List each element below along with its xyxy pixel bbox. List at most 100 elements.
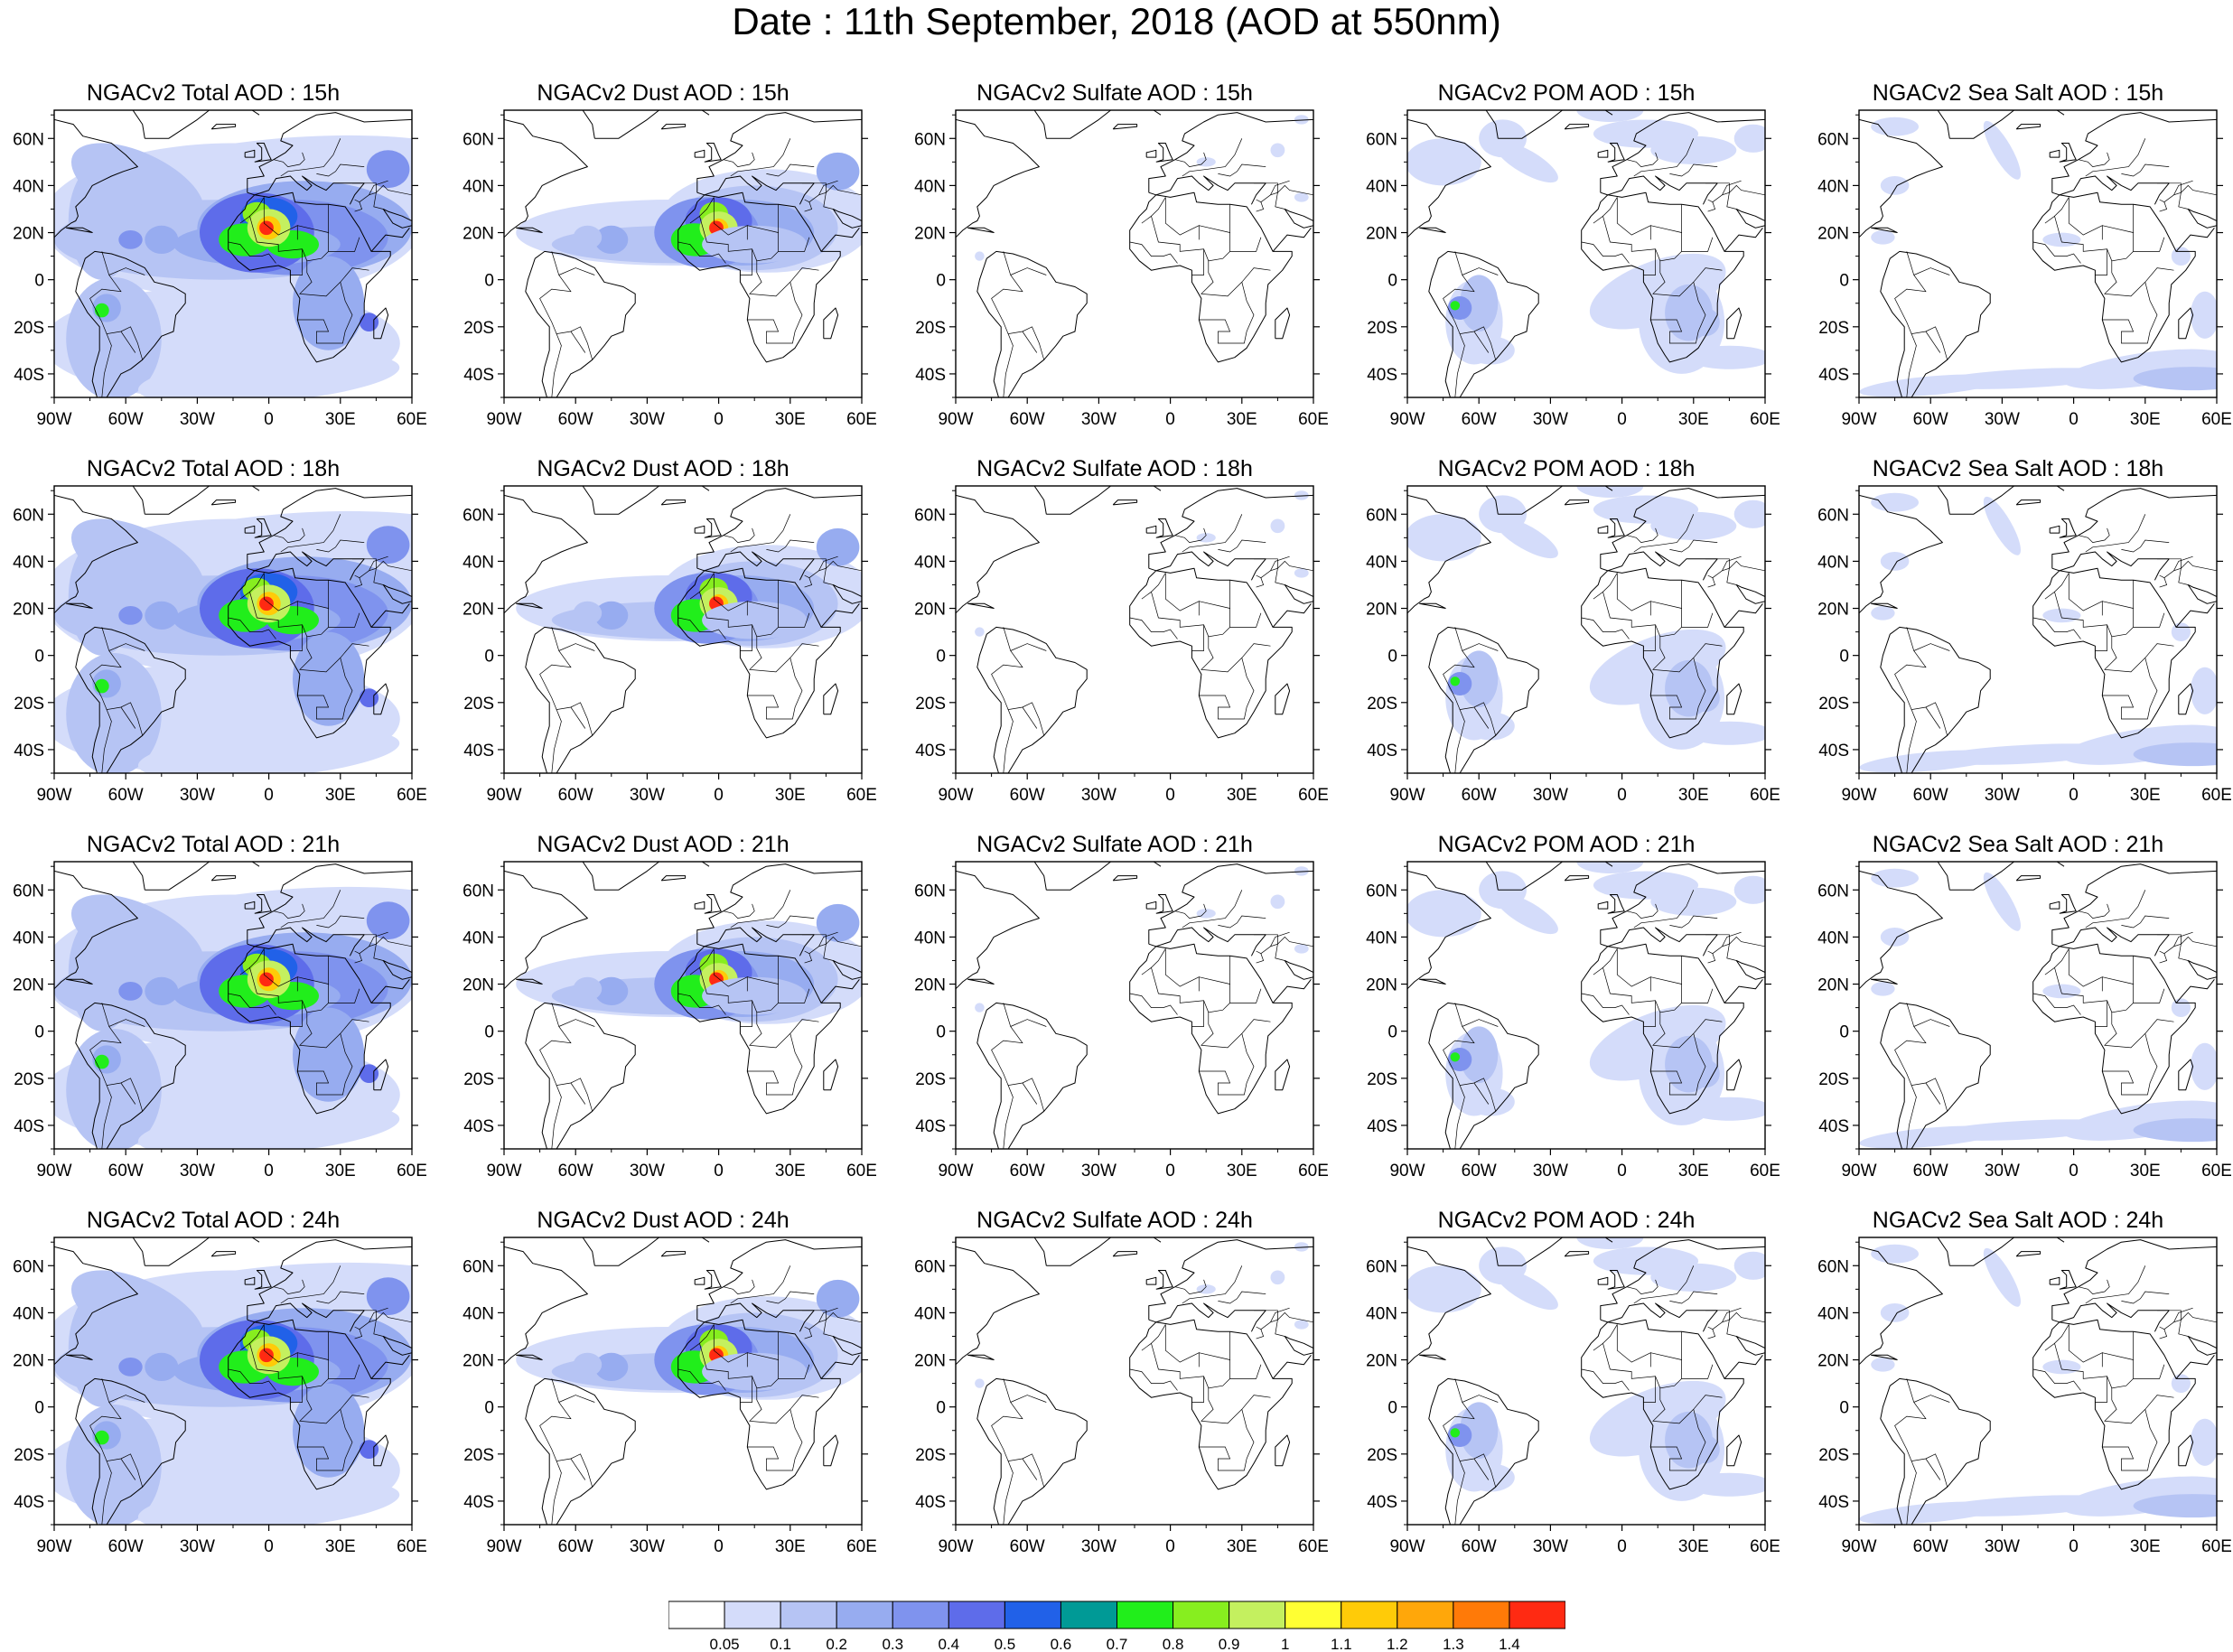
aod-plume xyxy=(1294,115,1309,125)
aod-plume xyxy=(573,1352,603,1377)
aod-plume xyxy=(1576,1237,1644,1249)
aod-map: 60N 40N 20N 0 20S 40S 90W 60W 30W 0 30E 60E xyxy=(462,109,876,429)
panel-title: NGACv2 Dust AOD : 24h xyxy=(537,1208,789,1233)
lon-tick-label: 60E xyxy=(397,1162,426,1181)
lat-tick-label: 20S xyxy=(14,1070,44,1089)
lat-tick-label: 40S xyxy=(1818,1117,1849,1136)
aod-plume xyxy=(1983,872,2021,931)
lat-tick-label: 0 xyxy=(484,272,494,291)
aod-field xyxy=(1407,486,1765,750)
lon-tick-label: 90W xyxy=(486,786,521,805)
country-borders xyxy=(539,890,862,1149)
aod-plume xyxy=(1495,892,1558,935)
aod-plume xyxy=(1871,230,1895,245)
lon-tick-label: 60W xyxy=(108,786,144,805)
lat-tick-label: 0 xyxy=(1387,1023,1397,1042)
coastlines xyxy=(1407,486,1765,773)
aod-plume xyxy=(594,601,629,630)
coastlines xyxy=(1859,486,2217,773)
aod-plume xyxy=(1495,1268,1558,1311)
aod-plume xyxy=(2133,1494,2217,1518)
aod-plume xyxy=(1650,511,1737,540)
colorbar-label: 0.1 xyxy=(770,1636,791,1651)
lat-tick-label: 60N xyxy=(1817,506,1849,525)
lat-tick-label: 40S xyxy=(915,366,946,385)
lat-tick-label: 20S xyxy=(915,1070,946,1089)
lat-tick-label: 0 xyxy=(1387,272,1397,291)
lon-tick-label: 60E xyxy=(846,1537,876,1556)
aod-plume xyxy=(702,225,808,264)
aod-plume xyxy=(1407,514,1481,562)
colorbar-label: 0.8 xyxy=(1163,1636,1184,1651)
colorbar-label: 0.05 xyxy=(710,1636,740,1651)
country-borders xyxy=(89,138,412,397)
aod-plume xyxy=(2042,608,2081,623)
lat-tick-label: 40N xyxy=(1817,177,1849,196)
lat-tick-label: 20S xyxy=(14,695,44,714)
aod-plume xyxy=(1880,176,1910,195)
lon-tick-label: 90W xyxy=(1389,1162,1425,1181)
aod-plume xyxy=(145,976,179,1005)
lat-tick-label: 20S xyxy=(915,695,946,714)
country-borders xyxy=(539,1265,862,1525)
panel-title: NGACv2 Sulfate AOD : 15h xyxy=(976,80,1253,106)
coastlines xyxy=(54,486,412,773)
lon-tick-label: 30W xyxy=(630,1537,665,1556)
lon-tick-label: 90W xyxy=(1841,786,1876,805)
aod-plume xyxy=(1733,875,1765,904)
aod-plume xyxy=(2062,1100,2217,1141)
lat-tick-label: 40S xyxy=(915,1117,946,1136)
lat-tick-label: 20N xyxy=(1366,976,1397,995)
lon-tick-label: 30W xyxy=(1081,410,1116,429)
lon-tick-label: 90W xyxy=(1389,786,1425,805)
lat-tick-label: 20N xyxy=(13,1352,44,1371)
lon-tick-label: 30W xyxy=(1533,1537,1568,1556)
coastlines xyxy=(1407,1237,1765,1525)
lon-tick-label: 30E xyxy=(775,786,806,805)
lat-tick-label: 40N xyxy=(1817,553,1849,572)
lat-tick-label: 60N xyxy=(462,882,494,901)
aod-plume xyxy=(66,653,162,773)
lat-tick-label: 0 xyxy=(1839,1399,1849,1418)
colorbar-swatch xyxy=(1509,1601,1565,1629)
aod-plume xyxy=(145,225,179,254)
lat-tick-label: 40N xyxy=(1817,929,1849,947)
panel-title: NGACv2 Sulfate AOD : 24h xyxy=(976,1208,1253,1233)
lon-tick-label: 60E xyxy=(1298,786,1328,805)
aod-plume xyxy=(1576,110,1644,122)
lat-tick-label: 40S xyxy=(463,1493,494,1512)
lat-tick-label: 0 xyxy=(1839,1023,1849,1042)
lon-tick-label: 60W xyxy=(1010,1162,1045,1181)
aod-plume xyxy=(66,277,162,397)
lon-tick-label: 0 xyxy=(714,1537,724,1556)
aod-field xyxy=(1859,117,2217,397)
lat-tick-label: 40N xyxy=(462,177,494,196)
lat-tick-label: 60N xyxy=(13,1257,44,1276)
lon-tick-label: 60E xyxy=(397,410,426,429)
panel-title: NGACv2 POM AOD : 24h xyxy=(1437,1208,1696,1233)
lat-tick-label: 40N xyxy=(462,553,494,572)
aod-field xyxy=(1859,492,2217,773)
lat-tick-label: 20S xyxy=(1367,1070,1397,1089)
lat-tick-label: 40S xyxy=(14,366,44,385)
aod-plume xyxy=(1467,1463,1515,1492)
aod-plume xyxy=(1871,492,1919,512)
aod-map: 60N 40N 20N 0 20S 40S 90W 60W 30W 0 30E 60E xyxy=(13,109,426,429)
colorbar-label: 1 xyxy=(1281,1636,1289,1651)
lon-tick-label: 30E xyxy=(325,1537,356,1556)
aod-plume xyxy=(1733,499,1765,528)
aod-plume xyxy=(1871,606,1895,621)
colorbar-label: 0.7 xyxy=(1107,1636,1128,1651)
aod-plume xyxy=(975,251,985,261)
lat-tick-label: 60N xyxy=(1366,130,1397,149)
lon-tick-label: 90W xyxy=(1841,410,1876,429)
lon-tick-label: 90W xyxy=(938,1537,973,1556)
country-borders xyxy=(1894,1265,2217,1525)
colorbar-label: 0.5 xyxy=(995,1636,1016,1651)
lon-tick-label: 60E xyxy=(397,1537,426,1556)
lat-tick-label: 40S xyxy=(463,742,494,761)
aod-plume xyxy=(2062,1476,2217,1517)
aod-plume xyxy=(293,1007,365,1102)
lon-tick-label: 60E xyxy=(1750,410,1780,429)
aod-plume xyxy=(1650,1263,1737,1292)
